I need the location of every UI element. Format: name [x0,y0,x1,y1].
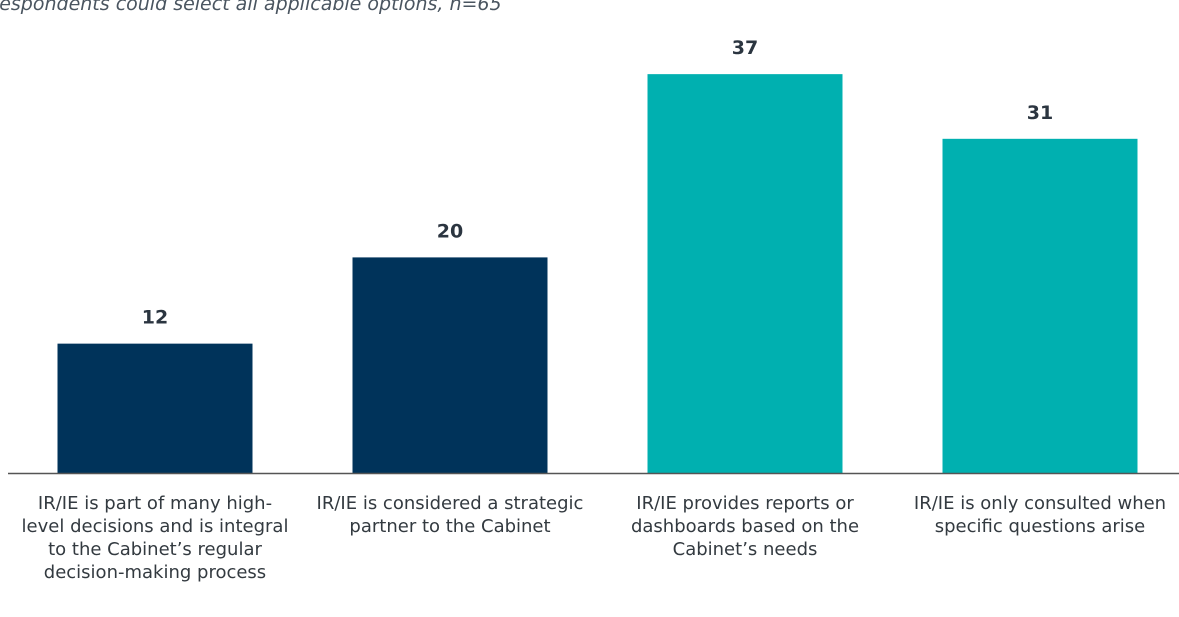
value-label-4: 31 [1027,102,1053,124]
category-label-1: IR/IE is part of many high-level decisio… [21,493,289,583]
bar-4 [942,138,1138,473]
bar-3 [647,74,843,473]
bar-group [57,74,1138,473]
category-label-2: IR/IE is considered a strategic partner … [316,493,584,537]
chart-subtitle: Respondents could select all applicable … [0,0,502,15]
value-label-group: 12 20 37 31 [142,37,1053,329]
value-label-1: 12 [142,307,168,329]
bar-2 [352,257,548,473]
category-label-3: IR/IE provides reports or dashboards bas… [630,493,860,560]
bar-1 [57,343,253,473]
category-label-4: IR/IE is only consulted when specific qu… [913,493,1167,537]
value-label-3: 37 [732,37,758,59]
value-label-2: 20 [437,220,463,242]
